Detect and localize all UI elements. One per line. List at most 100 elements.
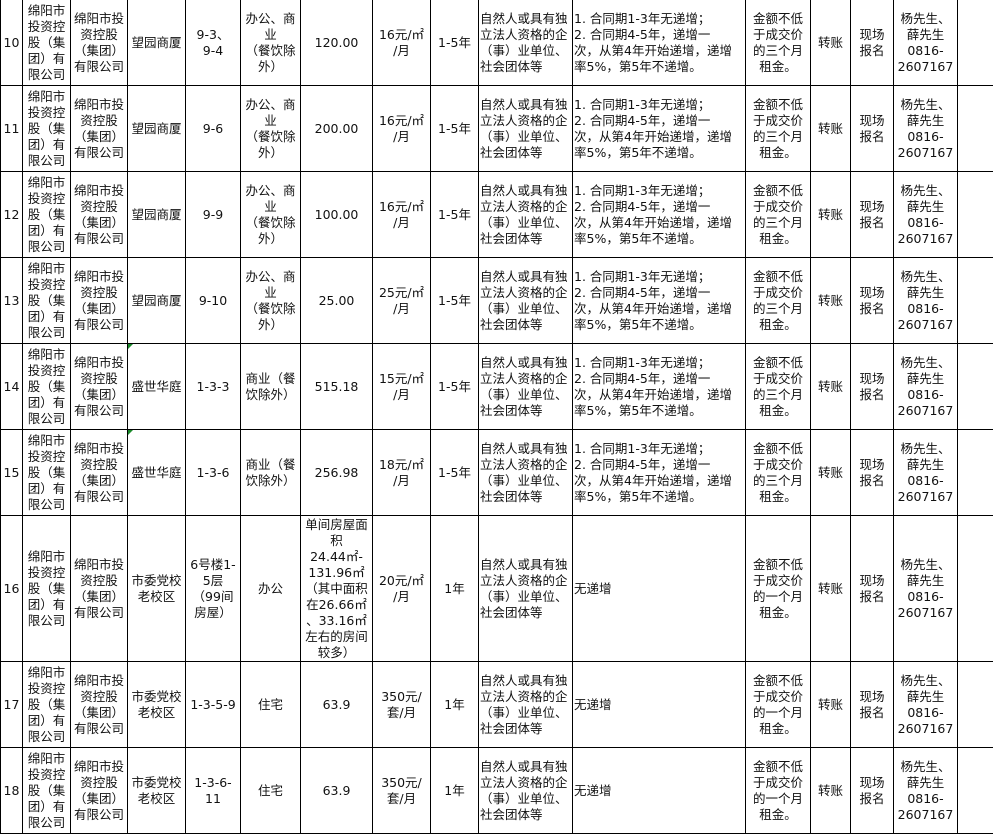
- building-cell-text: 市委党校 老校区: [131, 572, 182, 604]
- price-cell-text: 16元/㎡ /月: [378, 112, 425, 144]
- term-cell: 1年: [430, 515, 479, 662]
- unit-cell: 9-6: [185, 85, 241, 172]
- row-number-text: 16: [3, 580, 20, 596]
- row-number: 11: [0, 85, 23, 172]
- term-cell-text: 1年: [444, 696, 465, 712]
- term-cell-text: 1-5年: [438, 464, 471, 480]
- table-row: 13 绵阳市 投资控 股（集 团）有 限公司 绵阳市投 资控股 （集团） 有限公司望…: [0, 257, 993, 344]
- deposit-cell-text: 金额不低 于成交价 的三个月 租金。: [752, 10, 803, 74]
- owner-cell-text: 绵阳市 投资控 股（集 团）有 限公司: [27, 432, 66, 512]
- row-number: 18: [0, 747, 23, 834]
- unit-cell: 1-3-6- 11: [185, 747, 241, 834]
- rent-increase-cell: 1. 合同期1-3年无递增； 2. 合同期4-5年，递增一 次，从第4年开始递增…: [572, 343, 746, 430]
- price-cell-text: 350元/ 套/月: [381, 688, 422, 720]
- owner-cell: 绵阳市 投资控 股（集 团）有 限公司: [22, 515, 71, 662]
- contact-cell-text: 杨先生、 薛先生 0816- 2607167: [897, 672, 954, 736]
- deposit-cell: 金额不低 于成交价 的三个月 租金。: [745, 0, 811, 86]
- area-cell: 25.00: [300, 257, 373, 344]
- price-cell-text: 25元/㎡ /月: [378, 284, 425, 316]
- payment-cell: 转账: [810, 747, 851, 834]
- note-cell: [957, 343, 993, 430]
- building-cell: 市委党校 老校区: [127, 747, 186, 834]
- rent-increase-cell-text: 无递增: [574, 580, 612, 596]
- signup-method-cell: 现场 报名: [850, 257, 894, 344]
- qualification-cell: 自然人或具有独 立法人资格的企 （事）业单位、 社会团体等: [478, 661, 573, 748]
- signup-method-cell-text: 现场 报名: [859, 112, 885, 144]
- unit-cell-text: 9-10: [198, 292, 228, 308]
- price-cell-text: 350元/ 套/月: [381, 774, 422, 806]
- row-number-text: 11: [3, 120, 20, 136]
- price-cell: 16元/㎡ /月: [372, 85, 431, 172]
- row-number-text: 14: [3, 378, 20, 394]
- owner-cell-text: 绵阳市 投资控 股（集 团）有 限公司: [27, 750, 66, 830]
- price-cell: 20元/㎡ /月: [372, 515, 431, 662]
- term-cell-text: 1年: [444, 782, 465, 798]
- use-cell-text: 商业（餐 饮除外）: [245, 456, 296, 488]
- owner-cell: 绵阳市 投资控 股（集 团）有 限公司: [22, 429, 71, 516]
- unit-cell-text: 9-6: [202, 120, 224, 136]
- deposit-cell: 金额不低 于成交价 的三个月 租金。: [745, 257, 811, 344]
- use-cell: 商业（餐 饮除外）: [240, 429, 301, 516]
- row-number: 14: [0, 343, 23, 430]
- signup-method-cell: 现场 报名: [850, 343, 894, 430]
- rent-increase-cell: 1. 合同期1-3年无递增； 2. 合同期4-5年，递增一 次，从第4年开始递增…: [572, 429, 746, 516]
- rent-increase-cell-text: 无递增: [574, 696, 612, 712]
- building-cell-text: 望园商厦: [131, 292, 182, 308]
- area-cell-text: 63.9: [322, 782, 351, 798]
- payment-cell: 转账: [810, 257, 851, 344]
- price-cell: 25元/㎡ /月: [372, 257, 431, 344]
- unit-cell: 9-3、 9-4: [185, 0, 241, 86]
- note-cell: [957, 0, 993, 86]
- payment-cell: 转账: [810, 171, 851, 258]
- payment-cell: 转账: [810, 0, 851, 86]
- payment-cell-text: 转账: [817, 464, 843, 480]
- row-number-text: 18: [3, 782, 20, 798]
- qualification-cell: 自然人或具有独 立法人资格的企 （事）业单位、 社会团体等: [478, 343, 573, 430]
- building-cell-text: 望园商厦: [131, 120, 182, 136]
- term-cell-text: 1年: [444, 580, 465, 596]
- area-cell-text: 200.00: [314, 120, 359, 136]
- use-cell-text: 住宅: [257, 696, 283, 712]
- unit-cell-text: 9-3、 9-4: [196, 26, 230, 58]
- payment-cell-text: 转账: [817, 120, 843, 136]
- contact-cell-text: 杨先生、 薛先生 0816- 2607167: [897, 96, 954, 160]
- table-row: 15 绵阳市 投资控 股（集 团）有 限公司 绵阳市投 资控股 （集团） 有限公司盛…: [0, 429, 993, 516]
- qualification-cell-text: 自然人或具有独 立法人资格的企 （事）业单位、 社会团体等: [480, 440, 568, 504]
- price-cell: 16元/㎡ /月: [372, 171, 431, 258]
- building-cell-text: 望园商厦: [131, 34, 182, 50]
- area-cell-text: 100.00: [314, 206, 359, 222]
- contact-cell: 杨先生、 薛先生 0816- 2607167: [893, 661, 958, 748]
- qualification-cell: 自然人或具有独 立法人资格的企 （事）业单位、 社会团体等: [478, 515, 573, 662]
- unit-cell: 1-3-3: [185, 343, 241, 430]
- signup-method-cell: 现场 报名: [850, 661, 894, 748]
- area-cell-text: 25.00: [318, 292, 355, 308]
- term-cell: 1-5年: [430, 343, 479, 430]
- area-cell: 63.9: [300, 747, 373, 834]
- area-cell-text: 63.9: [322, 696, 351, 712]
- owner-cell: 绵阳市 投资控 股（集 团）有 限公司: [22, 661, 71, 748]
- use-cell-text: 住宅: [257, 782, 283, 798]
- area-cell: 515.18: [300, 343, 373, 430]
- qualification-cell-text: 自然人或具有独 立法人资格的企 （事）业单位、 社会团体等: [480, 672, 568, 736]
- use-cell: 办公: [240, 515, 301, 662]
- note-cell: [957, 747, 993, 834]
- rent-increase-cell: 1. 合同期1-3年无递增； 2. 合同期4-5年，递增一 次，从第4年开始递增…: [572, 0, 746, 86]
- unit-cell-text: 6号楼1- 5层 （99间 房屋）: [190, 556, 236, 620]
- table-row: 18 绵阳市 投资控 股（集 团）有 限公司 绵阳市投 资控股 （集团） 有限公司市…: [0, 747, 993, 834]
- rent-increase-cell-text: 1. 合同期1-3年无递增； 2. 合同期4-5年，递增一 次，从第4年开始递增…: [574, 96, 732, 160]
- rent-increase-cell-text: 1. 合同期1-3年无递增； 2. 合同期4-5年，递增一 次，从第4年开始递增…: [574, 10, 732, 74]
- term-cell-text: 1-5年: [438, 34, 471, 50]
- signup-method-cell-text: 现场 报名: [859, 198, 885, 230]
- qualification-cell: 自然人或具有独 立法人资格的企 （事）业单位、 社会团体等: [478, 747, 573, 834]
- contact-cell: 杨先生、 薛先生 0816- 2607167: [893, 257, 958, 344]
- lessor-cell: 绵阳市投 资控股 （集团） 有限公司: [70, 515, 128, 662]
- contact-cell: 杨先生、 薛先生 0816- 2607167: [893, 343, 958, 430]
- price-cell: 15元/㎡ /月: [372, 343, 431, 430]
- contact-cell: 杨先生、 薛先生 0816- 2607167: [893, 171, 958, 258]
- price-cell-text: 16元/㎡ /月: [378, 198, 425, 230]
- building-cell: 盛世华庭: [127, 429, 186, 516]
- contact-cell: 杨先生、 薛先生 0816- 2607167: [893, 85, 958, 172]
- term-cell-text: 1-5年: [438, 120, 471, 136]
- term-cell: 1-5年: [430, 171, 479, 258]
- rent-increase-cell: 无递增: [572, 661, 746, 748]
